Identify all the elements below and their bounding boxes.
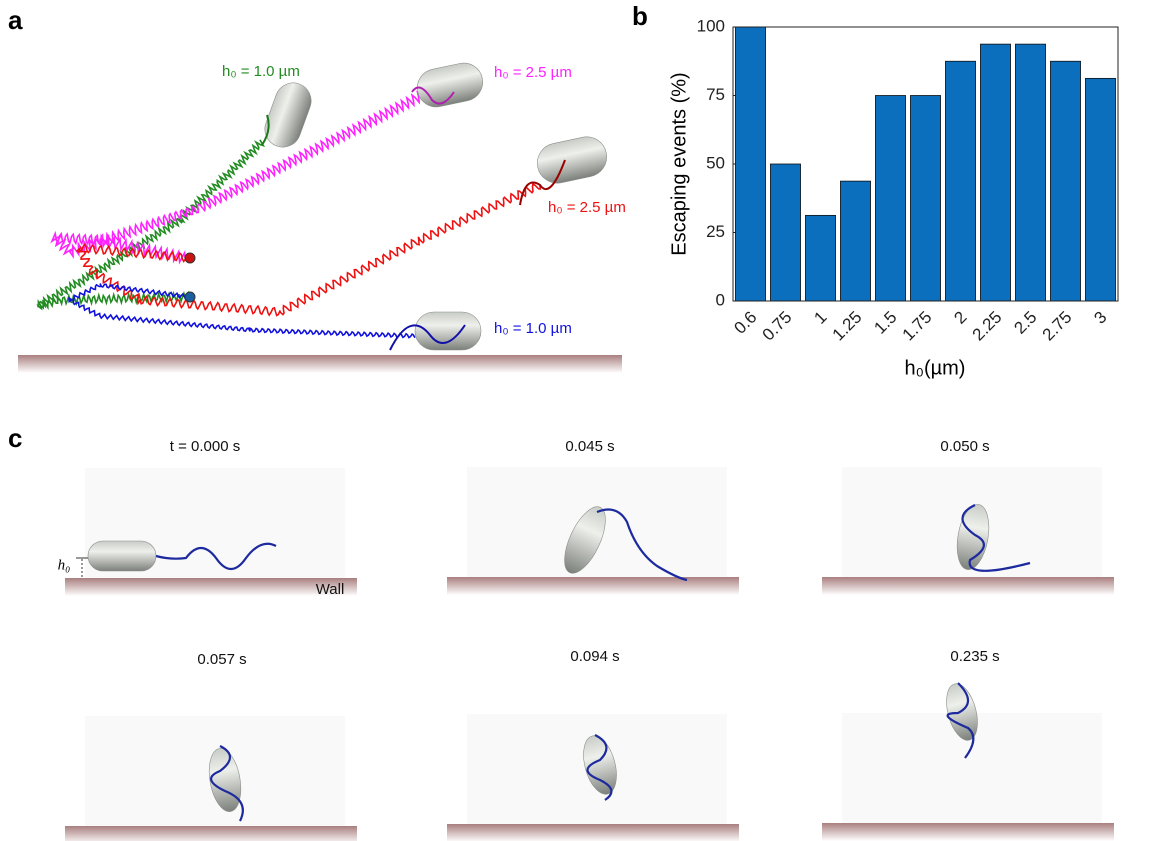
bar xyxy=(735,26,766,302)
x-tick-label: 0.6 xyxy=(730,308,760,338)
y-axis-label: Escaping events (%) xyxy=(668,72,690,255)
bar xyxy=(945,60,976,302)
wall xyxy=(65,578,357,596)
cell-body xyxy=(417,62,483,108)
flagellum xyxy=(261,114,270,146)
axes-box xyxy=(732,26,1119,302)
trajectory-label: h₀ = 1.0 µm xyxy=(222,63,300,80)
x-axis-label: h₀(µm) xyxy=(905,357,966,379)
flagellum xyxy=(961,504,1031,572)
wall xyxy=(18,355,622,373)
time-label: 0.235 s xyxy=(950,648,999,665)
bar xyxy=(805,214,836,302)
x-tick-label: 1.5 xyxy=(870,308,900,338)
x-tick-label: 0.75 xyxy=(759,308,796,345)
x-tick-label: 2.25 xyxy=(969,308,1006,345)
panel-label: b xyxy=(632,1,648,31)
bar xyxy=(980,43,1011,302)
flagellum xyxy=(389,324,466,351)
bar xyxy=(840,180,871,302)
cell-body xyxy=(956,504,990,570)
trajectory-label: h₀ = 1.0 µm xyxy=(494,320,572,337)
start-dot xyxy=(184,252,196,264)
bar xyxy=(1050,60,1081,302)
flagellum xyxy=(210,745,244,822)
bar xyxy=(910,95,941,302)
flagellum xyxy=(155,542,277,571)
x-tick-label: 2.75 xyxy=(1039,308,1076,345)
bar xyxy=(1015,43,1046,302)
bar xyxy=(875,95,906,302)
wall xyxy=(822,823,1114,841)
cell-body xyxy=(583,735,617,795)
time-label: t = 0.000 s xyxy=(170,438,240,455)
wall xyxy=(447,824,739,841)
panel-label: a xyxy=(8,5,23,35)
y-tick-label: 25 xyxy=(706,222,725,241)
y-tick-label: 0 xyxy=(716,290,725,309)
trajectory xyxy=(75,182,542,317)
cell-body xyxy=(537,136,607,184)
x-tick-label: 2 xyxy=(950,308,970,328)
flagellum xyxy=(411,86,455,105)
bar xyxy=(770,163,801,302)
flagellum xyxy=(946,682,975,759)
flagellum xyxy=(519,159,566,206)
x-tick-label: 2.5 xyxy=(1010,308,1040,338)
x-tick-label: 1.75 xyxy=(899,308,936,345)
trajectory-label: h₀ = 2.5 µm xyxy=(548,199,626,216)
time-label: 0.094 s xyxy=(570,648,619,665)
wall xyxy=(65,826,357,841)
panel-label: c xyxy=(8,423,22,453)
trajectory-label: h₀ = 2.5 µm xyxy=(494,64,572,81)
y-tick-label: 100 xyxy=(697,16,725,35)
time-label: 0.045 s xyxy=(565,438,614,455)
y-tick-label: 50 xyxy=(706,153,725,172)
height-label: h₀ xyxy=(58,557,71,573)
flagellum xyxy=(586,734,613,801)
trajectory xyxy=(68,283,416,339)
time-label: 0.057 s xyxy=(197,651,246,668)
wall xyxy=(447,577,739,595)
trajectory xyxy=(50,89,426,265)
cell-body xyxy=(414,311,482,351)
bar xyxy=(1085,77,1116,302)
x-tick-label: 3 xyxy=(1090,308,1110,328)
wall-label: Wall xyxy=(316,581,345,598)
time-label: 0.050 s xyxy=(940,438,989,455)
x-tick-label: 1.25 xyxy=(829,308,866,345)
wall xyxy=(822,577,1114,595)
cell-body xyxy=(264,82,312,148)
cell-body xyxy=(87,540,157,572)
y-tick-label: 75 xyxy=(706,85,725,104)
start-dot xyxy=(184,291,196,303)
cell-body xyxy=(564,506,606,574)
trajectory xyxy=(36,139,266,311)
flagellum xyxy=(596,508,688,582)
x-tick-label: 1 xyxy=(810,308,830,328)
